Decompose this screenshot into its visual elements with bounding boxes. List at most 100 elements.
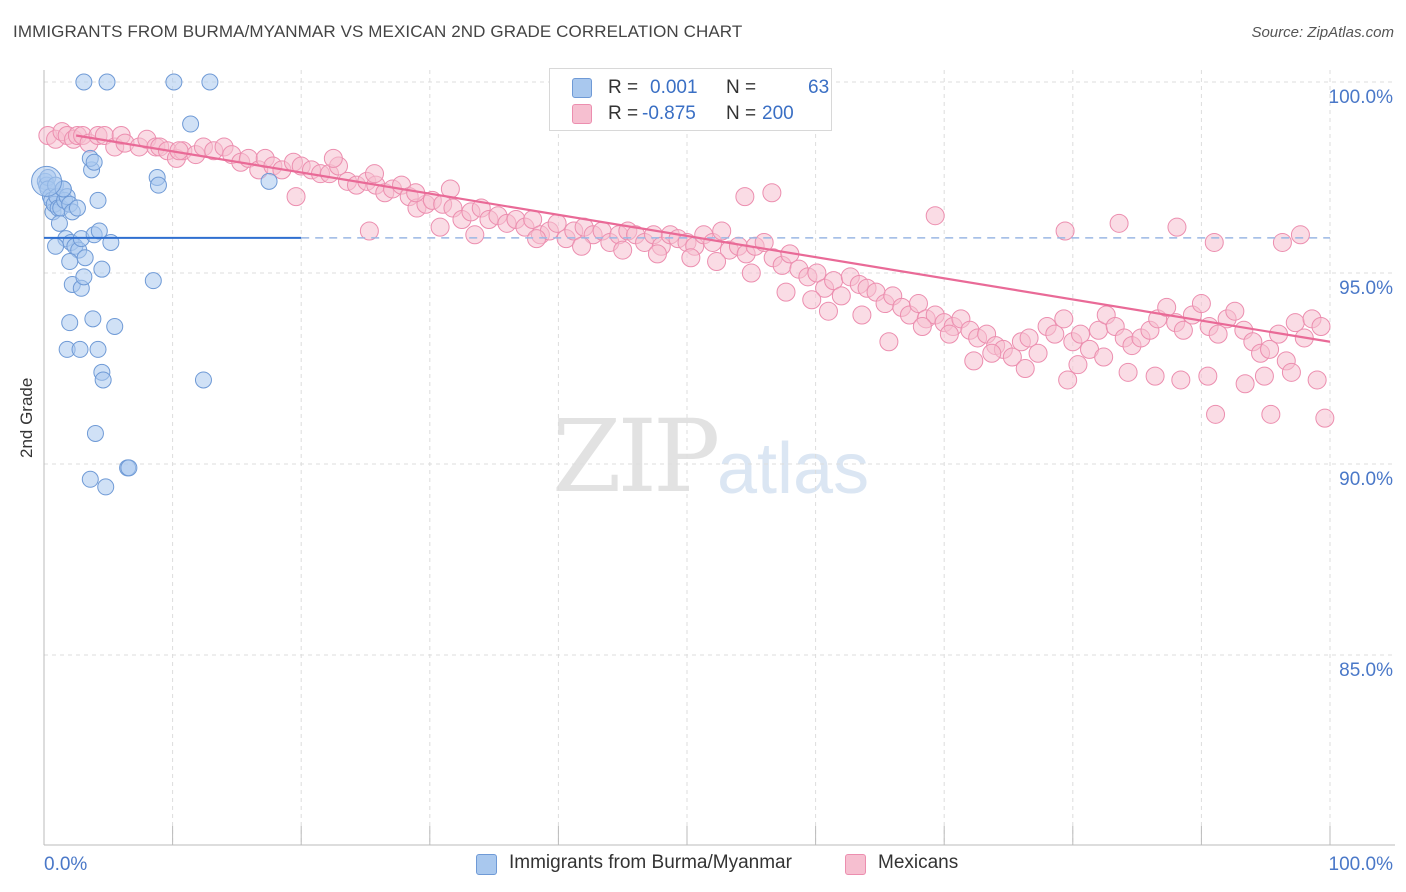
burma-point	[89, 340, 107, 358]
mexicans-point	[1118, 362, 1138, 382]
mexicans-point	[647, 244, 667, 264]
mexicans-point	[925, 206, 945, 226]
mexicans-point	[1094, 347, 1114, 367]
mexicans-trend-line	[75, 134, 1331, 343]
mexicans-points	[38, 122, 1335, 428]
mexicans-point	[1260, 339, 1280, 359]
mexicans-point	[1198, 366, 1218, 386]
mexicans-point	[430, 217, 450, 237]
burma-point	[98, 73, 116, 91]
mexicans-point	[286, 187, 306, 207]
legend-r-value: 0.001	[650, 77, 698, 98]
burma-point	[75, 268, 93, 286]
legend-r-label: R =	[608, 103, 639, 124]
burma-point	[97, 478, 115, 496]
burma-point	[93, 260, 111, 278]
legend-n-label: N =	[726, 77, 757, 98]
mexicans-point	[1071, 324, 1091, 344]
axes	[43, 70, 1395, 846]
mexicans-point	[1015, 359, 1035, 378]
mexicans-point	[1109, 213, 1129, 233]
mexicans-point	[762, 183, 782, 203]
burma-point	[47, 237, 65, 255]
mexicans-point	[1145, 366, 1165, 386]
mexicans-point	[912, 316, 932, 336]
burma-point	[61, 253, 79, 271]
mexicans-point	[1272, 232, 1292, 252]
y-tick-label: 85.0%	[1339, 660, 1393, 681]
mexicans-point	[1171, 370, 1191, 390]
burma-point	[182, 115, 200, 133]
mexicans-point	[681, 248, 701, 268]
mexicans-point	[1206, 404, 1226, 424]
mexicans-point	[982, 343, 1002, 363]
mexicans-point	[831, 286, 851, 306]
mexicans-point	[1290, 225, 1310, 245]
legend-r-label: R =	[608, 77, 639, 98]
mexicans-point	[359, 221, 379, 241]
mexicans-point	[1055, 221, 1075, 241]
tick-labels: 100.0% 95.0% 90.0% 85.0% 0.0% 100.0%	[44, 87, 1393, 875]
mexicans-point	[879, 332, 899, 352]
mexicans-point	[1235, 374, 1255, 394]
burma-point	[85, 153, 103, 171]
legend-n-value: 63	[808, 77, 830, 98]
bottom-legend-swatch-mexicans	[845, 854, 866, 875]
mexicans-point	[527, 229, 547, 249]
mexicans-point	[802, 290, 822, 310]
mexicans-point	[1307, 370, 1327, 390]
bottom-legend-swatch-burma	[476, 854, 497, 875]
stats-legend: R = 0.001 N = 63 R = -0.875 N = 200	[549, 68, 832, 131]
mexicans-point	[1173, 320, 1193, 340]
burma-point	[149, 176, 167, 194]
x-tick-label: 100.0%	[1329, 854, 1394, 875]
burma-point	[201, 73, 219, 91]
watermark-atlas: atlas	[717, 429, 870, 509]
burma-point	[165, 73, 183, 91]
burma-point	[50, 214, 68, 232]
bottom-legend-label-mexicans: Mexicans	[878, 852, 959, 873]
mexicans-point	[1028, 343, 1048, 363]
mexicans-point	[776, 282, 796, 302]
mexicans-point	[1058, 370, 1078, 390]
mexicans-point	[1068, 355, 1088, 375]
mexicans-point	[365, 164, 385, 184]
mexicans-point	[1019, 328, 1039, 348]
burma-point	[94, 371, 112, 389]
legend-swatch-burma	[572, 78, 592, 98]
mexicans-point	[1254, 366, 1274, 386]
mexicans-point	[939, 324, 959, 344]
burma-point	[260, 172, 278, 190]
mexicans-point	[735, 187, 755, 207]
burma-points	[31, 73, 278, 496]
mexicans-point	[613, 240, 633, 260]
burma-point	[144, 272, 162, 290]
burma-point	[81, 470, 99, 488]
mexicans-point	[1225, 301, 1245, 321]
burma-point	[106, 317, 124, 335]
legend-n-label: N =	[726, 103, 757, 124]
mexicans-point	[852, 305, 872, 325]
y-tick-label: 90.0%	[1339, 469, 1393, 490]
mexicans-point	[1002, 347, 1022, 367]
trend-lines	[44, 134, 1331, 343]
source-label: Source: ZipAtlas.com	[1251, 24, 1394, 41]
mexicans-point	[323, 148, 343, 168]
mexicans-point	[964, 351, 984, 371]
legend-n-value: 200	[762, 103, 794, 124]
burma-point	[194, 371, 212, 389]
watermark-zip: ZIP	[552, 398, 720, 515]
y-tick-label: 95.0%	[1339, 278, 1393, 299]
burma-point	[89, 191, 107, 209]
mexicans-point	[572, 236, 592, 256]
mexicans-point	[807, 263, 827, 283]
burma-point	[76, 249, 94, 267]
burma-point	[102, 233, 120, 251]
mexicans-point	[1157, 297, 1177, 317]
mexicans-point	[1311, 316, 1331, 336]
mexicans-point	[712, 221, 732, 241]
mexicans-point	[1191, 294, 1211, 314]
burma-point	[90, 222, 108, 240]
legend-swatch-mexicans	[572, 104, 592, 124]
mexicans-point	[707, 252, 727, 272]
